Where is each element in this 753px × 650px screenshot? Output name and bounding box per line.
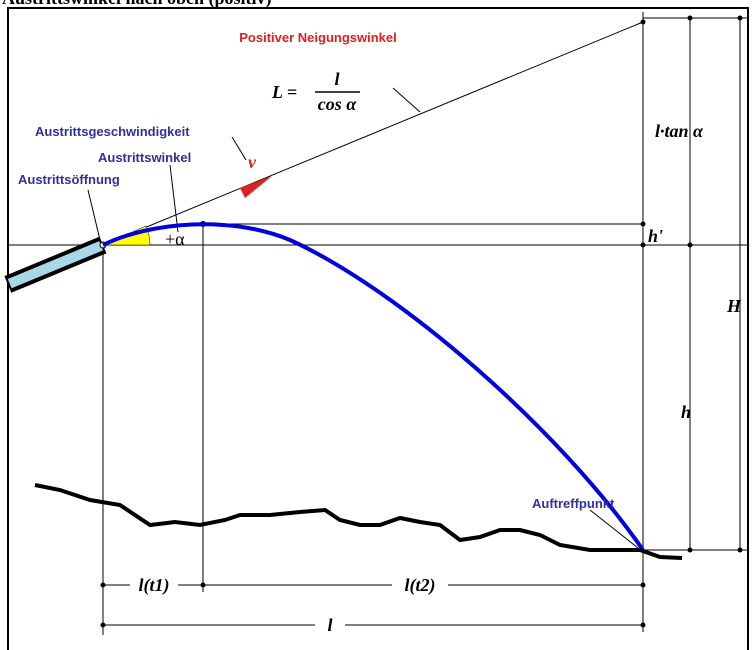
H-label: H bbox=[726, 296, 742, 316]
l-label: l bbox=[327, 615, 332, 635]
h-prime-label: h' bbox=[648, 226, 663, 246]
l-t1-label: l(t1) bbox=[139, 575, 170, 596]
formula-num: l bbox=[334, 69, 339, 89]
formula-den: cos α bbox=[318, 94, 357, 114]
exit-velocity-label: Austrittsgeschwindigkeit bbox=[35, 124, 190, 139]
nozzle bbox=[4, 236, 107, 293]
velocity-symbol: v bbox=[248, 152, 257, 172]
incline-label: Positiver Neigungswinkel bbox=[239, 30, 397, 45]
formula-lhs: L = bbox=[271, 82, 297, 102]
title: Austrittswinkel nach oben (positiv) bbox=[2, 0, 272, 9]
ground bbox=[34, 483, 683, 560]
velocity-arrow bbox=[240, 176, 272, 198]
exit-opening-label: Austrittsöffnung bbox=[18, 172, 120, 187]
trajectory bbox=[102, 222, 645, 552]
rise-label: l·tan α bbox=[655, 121, 704, 141]
construction-lines bbox=[8, 12, 748, 635]
h-label: h bbox=[681, 402, 691, 422]
impact-label: Auftreffpunkt bbox=[532, 496, 615, 511]
l-t2-label: l(t2) bbox=[405, 575, 436, 596]
angle-symbol: +α bbox=[165, 229, 185, 249]
exit-angle-label: Austrittswinkel bbox=[98, 150, 191, 165]
frame bbox=[7, 7, 749, 650]
